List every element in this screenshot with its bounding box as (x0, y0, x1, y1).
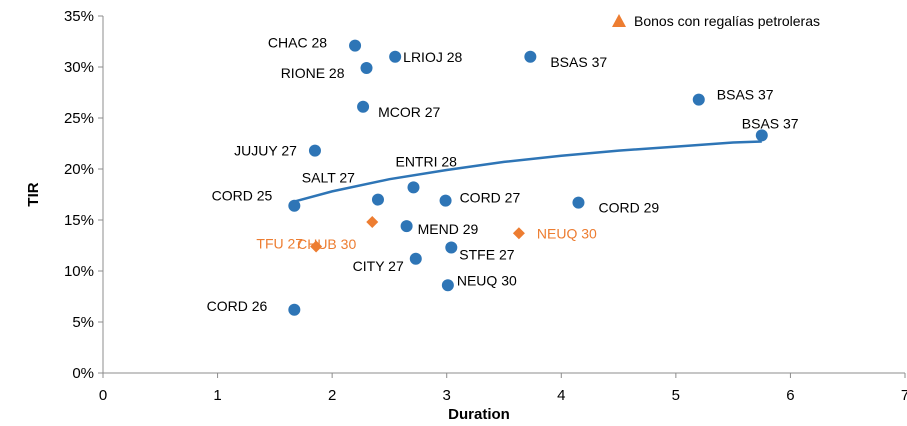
x-tick-label: 5 (672, 387, 680, 404)
data-point-label: CHUB 30 (297, 236, 356, 252)
data-point (441, 279, 454, 292)
data-point (360, 62, 373, 75)
data-point-label: CITY 27 (353, 258, 404, 274)
data-point-label: CORD 29 (598, 200, 659, 216)
data-point (308, 144, 321, 157)
data-point (692, 93, 705, 106)
data-point-label: CORD 26 (207, 298, 268, 314)
data-point (407, 181, 420, 194)
y-tick-label: 35% (64, 8, 94, 25)
data-point-label: NEUQ 30 (457, 272, 517, 288)
data-point (409, 252, 422, 265)
x-axis-title: Duration (448, 406, 510, 423)
data-point (512, 227, 525, 240)
data-point-label: NEUQ 30 (537, 225, 597, 241)
y-tick-label: 5% (72, 314, 94, 331)
y-axis-title: TIR (25, 182, 42, 206)
data-point (371, 193, 384, 206)
data-point-label: BSAS 37 (717, 87, 774, 103)
x-tick-label: 2 (328, 387, 336, 404)
data-point-label: JUJUY 27 (234, 143, 297, 159)
data-point (439, 194, 452, 207)
legend-label: Bonos con regalías petroleras (634, 13, 820, 29)
data-point-label: CORD 27 (460, 190, 521, 206)
data-point-label: STFE 27 (459, 247, 514, 263)
data-point-label: MEND 29 (418, 221, 479, 237)
y-tick-label: 0% (72, 365, 94, 382)
data-point (310, 240, 323, 253)
x-tick-label: 1 (213, 387, 221, 404)
data-point (572, 196, 585, 209)
data-point (349, 39, 362, 52)
x-tick-label: 0 (99, 387, 107, 404)
x-tick-label: 7 (901, 387, 907, 404)
y-tick-label: 10% (64, 263, 94, 280)
data-point-label: SALT 27 (302, 170, 355, 186)
x-tick-label: 6 (786, 387, 794, 404)
data-point (524, 50, 537, 63)
data-point-label: LRIOJ 28 (403, 49, 462, 65)
data-point (357, 100, 370, 113)
y-tick-label: 25% (64, 110, 94, 127)
data-point (445, 241, 458, 254)
data-point (755, 129, 768, 142)
data-point (288, 199, 301, 212)
data-point-label: ENTRI 28 (395, 153, 457, 169)
data-point (366, 216, 379, 229)
data-point-label: CHAC 28 (268, 35, 327, 51)
data-point-label: RIONE 28 (281, 65, 345, 81)
y-tick-label: 30% (64, 59, 94, 76)
trend-line (293, 140, 762, 203)
data-point-label: BSAS 37 (550, 54, 607, 70)
x-tick-label: 3 (443, 387, 451, 404)
data-point (400, 220, 413, 233)
x-tick-label: 4 (557, 387, 565, 404)
data-point-label: MCOR 27 (378, 104, 440, 120)
data-point-label: CORD 25 (212, 188, 273, 204)
data-point-label: TFU 27 (256, 236, 303, 252)
y-tick-label: 15% (64, 212, 94, 229)
data-point (389, 50, 402, 63)
data-point (288, 303, 301, 316)
data-point-label: BSAS 37 (742, 115, 799, 131)
legend-marker (612, 14, 626, 27)
y-tick-label: 20% (64, 161, 94, 178)
